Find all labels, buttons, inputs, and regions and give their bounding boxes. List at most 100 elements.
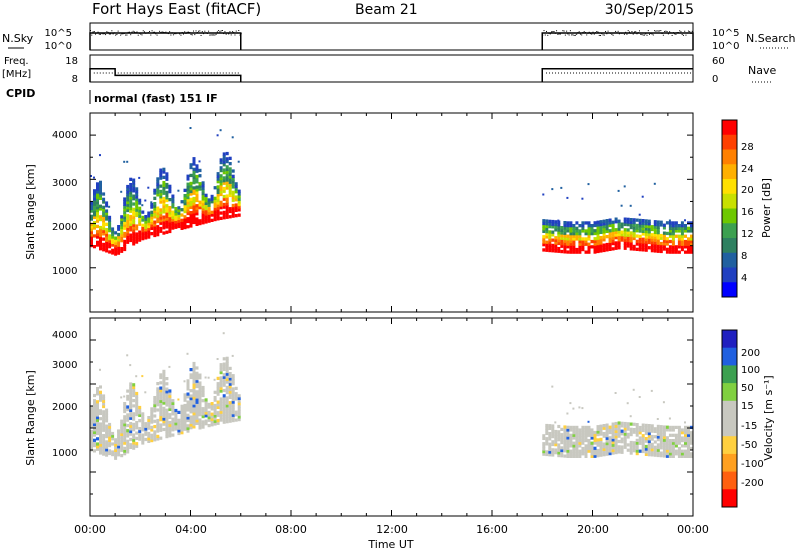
velocity-cell <box>129 382 133 386</box>
nsearch-point <box>98 33 100 35</box>
power-cell <box>687 239 690 244</box>
power-cell <box>189 163 193 167</box>
velocity-cell <box>684 433 687 437</box>
power-cell <box>231 203 235 208</box>
velocity-cell <box>611 422 615 426</box>
power-cell <box>632 247 636 251</box>
power-cell <box>611 239 615 243</box>
velocity-cell <box>138 408 142 412</box>
velocity-cell <box>225 385 229 389</box>
velocity-cell <box>141 433 145 437</box>
velocity-cell <box>105 440 109 444</box>
power-cell-sparse <box>587 183 590 186</box>
velocity-cell <box>671 425 675 429</box>
power-cell <box>665 247 669 251</box>
velocity-cell <box>204 422 208 426</box>
power-cell <box>563 226 567 230</box>
velocity-cell <box>548 437 552 441</box>
power-cell <box>653 228 657 232</box>
velocity-cell <box>623 440 627 444</box>
power-cell <box>204 196 208 200</box>
power-cell <box>593 223 597 228</box>
velocity-cell <box>599 429 603 433</box>
velocity-cell <box>545 452 549 457</box>
power-cell <box>680 245 684 249</box>
power-cell <box>174 225 178 229</box>
velocity-cell <box>650 424 654 428</box>
power-cell <box>605 229 609 233</box>
power-cell <box>102 192 106 196</box>
velocity-cell <box>123 436 127 440</box>
power-cell <box>132 210 136 214</box>
velocity-cell <box>189 373 193 377</box>
velocity-cell <box>629 440 633 445</box>
velocity-cell <box>228 411 232 415</box>
velocity-cell <box>638 449 642 453</box>
nsearch-point <box>106 31 108 33</box>
velocity-cell <box>605 452 609 456</box>
velocity-cell <box>189 399 193 403</box>
power-cell <box>120 233 124 237</box>
velocity-cell <box>99 430 102 434</box>
velocity-cell <box>554 451 558 455</box>
power-cell <box>614 230 618 234</box>
velocity-cell <box>102 418 106 422</box>
power-cell <box>572 239 576 244</box>
power-cell <box>575 229 579 233</box>
velocity-cell <box>213 390 217 394</box>
power-cell <box>162 215 166 219</box>
power-cell <box>222 202 226 207</box>
velocity-cell <box>575 431 579 435</box>
power-cell <box>677 224 681 228</box>
velocity-cell <box>584 452 588 456</box>
nsearch-point <box>597 31 599 33</box>
power-cell <box>120 223 124 227</box>
power-cell <box>650 249 654 253</box>
velocity-cell-sparse <box>668 417 671 420</box>
power-cell <box>93 189 96 193</box>
power-cell <box>189 213 193 217</box>
power-cell <box>632 244 636 249</box>
nsearch-point <box>191 34 193 36</box>
power-cell <box>614 233 618 237</box>
nsearch-point <box>625 31 627 33</box>
velocity-cell <box>605 431 609 435</box>
nsearch-point <box>108 33 110 35</box>
power-cell <box>617 222 621 226</box>
velocity-cell <box>153 430 157 434</box>
power-cell <box>587 245 591 249</box>
velocity-cell <box>156 403 160 407</box>
power-cell <box>566 223 570 228</box>
power-cell <box>644 224 648 228</box>
velocity-cell <box>605 439 609 443</box>
xtick-label-8: 08:00 <box>275 523 307 536</box>
velocity-cell <box>632 443 636 447</box>
velocity-cell <box>117 432 121 436</box>
power-cell <box>168 206 172 210</box>
power-cell <box>545 227 549 231</box>
nsearch-point <box>649 33 651 35</box>
velocity-cell <box>231 376 235 380</box>
power-cell <box>159 168 163 172</box>
power-cell <box>93 245 96 249</box>
velocity-cell <box>587 446 591 451</box>
power-cell <box>590 239 594 244</box>
velocity-cell <box>195 392 199 396</box>
power-cell <box>180 221 184 225</box>
power-cell <box>602 232 606 237</box>
power-cell <box>126 230 130 234</box>
velocity-cell <box>189 375 193 380</box>
velocity-cell <box>216 421 220 425</box>
nsearch-point <box>602 34 604 36</box>
power-cell <box>665 231 669 236</box>
velocity-cell <box>132 412 136 416</box>
velocity-cell <box>192 361 196 366</box>
velocity-cell <box>156 437 160 441</box>
velocity-cell <box>165 413 169 418</box>
nsearch-point <box>206 32 208 34</box>
power-cell <box>96 200 99 205</box>
power-cell <box>96 240 99 244</box>
power-cell <box>93 210 96 214</box>
noise-traces <box>89 30 694 50</box>
power-cell <box>662 223 666 227</box>
